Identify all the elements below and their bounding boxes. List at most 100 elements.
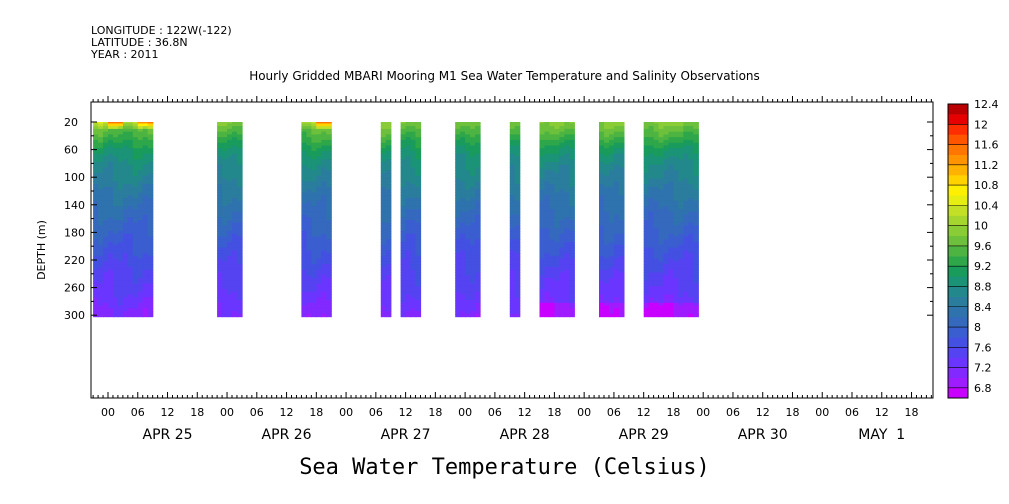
heatmap-cell — [554, 128, 560, 133]
heatmap-cell — [410, 211, 417, 216]
heatmap-cell — [618, 122, 625, 124]
heatmap-cell — [604, 225, 610, 229]
heatmap-cell — [316, 289, 322, 293]
heatmap-cell — [599, 142, 605, 147]
heatmap-cell — [227, 137, 233, 141]
heatmap-cell — [693, 128, 699, 133]
heatmap-cell — [410, 178, 417, 182]
heatmap-cell — [122, 203, 129, 207]
heatmap-cell — [539, 189, 546, 193]
heatmap-cell — [385, 233, 392, 238]
heatmap-cell — [559, 192, 565, 196]
heatmap-cell — [465, 192, 471, 196]
heatmap-cell — [509, 206, 516, 210]
heatmap-cell — [132, 277, 139, 282]
heatmap-cell — [400, 266, 407, 271]
heatmap-cell — [559, 175, 565, 180]
heatmap-cell — [93, 156, 99, 160]
heatmap-cell — [127, 242, 134, 246]
heatmap-cell — [405, 258, 412, 262]
heatmap-cell — [509, 255, 516, 260]
heatmap-cell — [117, 203, 124, 207]
heatmap-cell — [232, 195, 238, 199]
heatmap-cell — [93, 181, 99, 185]
heatmap-cell — [509, 195, 516, 199]
heatmap-cell — [385, 269, 392, 274]
heatmap-cell — [142, 297, 149, 301]
heatmap-cell — [132, 272, 139, 276]
heatmap-cell — [514, 170, 521, 174]
heatmap-cell — [554, 139, 560, 144]
heatmap-cell — [227, 294, 233, 298]
heatmap-cell — [108, 173, 114, 177]
heatmap-cell — [613, 266, 620, 271]
heatmap-cell — [380, 300, 387, 304]
heatmap-cell — [668, 123, 675, 127]
heatmap-cell — [653, 289, 660, 293]
heatmap-cell — [668, 242, 675, 246]
heatmap-cell — [400, 126, 407, 130]
heatmap-cell — [569, 200, 575, 205]
heatmap-cell — [117, 139, 124, 144]
heatmap-cell — [232, 156, 238, 160]
heatmap-cell — [673, 203, 679, 207]
heatmap-cell — [232, 297, 238, 301]
heatmap-cell — [554, 167, 560, 171]
heatmap-cell — [673, 131, 679, 136]
heatmap-cell — [475, 222, 481, 227]
heatmap-cell — [549, 244, 555, 249]
heatmap-cell — [544, 131, 551, 136]
heatmap-cell — [222, 280, 228, 285]
heatmap-cell — [673, 200, 679, 205]
heatmap-cell — [108, 186, 114, 191]
heatmap-cell — [460, 250, 466, 254]
heatmap-cell — [643, 236, 650, 240]
heatmap-cell — [132, 297, 139, 301]
heatmap-cell — [455, 184, 461, 188]
heatmap-cell — [544, 217, 551, 221]
heatmap-cell — [127, 153, 134, 158]
heatmap-cell — [132, 148, 139, 152]
heatmap-cell — [678, 214, 684, 218]
heatmap-cell — [539, 233, 546, 238]
heatmap-cell — [311, 173, 317, 177]
heatmap-cell — [693, 253, 699, 257]
heatmap-cell — [465, 126, 471, 130]
heatmap-cell — [217, 211, 223, 216]
heatmap-cell — [227, 272, 233, 276]
heatmap-cell — [405, 122, 412, 124]
heatmap-cell — [663, 195, 670, 199]
heatmap-cell — [301, 294, 307, 298]
heatmap-cell — [673, 184, 679, 188]
heatmap-cell — [127, 175, 134, 180]
heatmap-cell — [465, 173, 471, 177]
heatmap-cell — [569, 289, 575, 293]
heatmap-cell — [98, 250, 104, 254]
heatmap-cell — [380, 313, 387, 318]
heatmap-cell — [604, 233, 610, 238]
heatmap-cell — [653, 137, 660, 141]
heatmap-cell — [108, 184, 114, 188]
heatmap-cell — [326, 153, 332, 158]
heatmap-cell — [415, 283, 422, 287]
heatmap-cell — [509, 197, 516, 202]
heatmap-cell — [455, 156, 461, 160]
heatmap-cell — [306, 186, 312, 191]
heatmap-cell — [688, 313, 694, 318]
heatmap-cell — [554, 258, 560, 262]
heatmap-cell — [653, 122, 660, 124]
heatmap-cell — [678, 277, 684, 282]
heatmap-cell — [599, 255, 605, 260]
heatmap-cell — [122, 170, 129, 174]
heatmap-cell — [326, 220, 332, 224]
heatmap-cell — [147, 142, 154, 147]
heatmap-cell — [321, 148, 327, 152]
heatmap-cell — [554, 153, 560, 158]
heatmap-cell — [217, 300, 223, 304]
heatmap-cell — [549, 142, 555, 147]
heatmap-cell — [311, 266, 317, 271]
heatmap-cell — [599, 225, 605, 229]
heatmap-cell — [232, 178, 238, 182]
heatmap-cell — [678, 222, 684, 227]
heatmap-cell — [658, 142, 665, 147]
